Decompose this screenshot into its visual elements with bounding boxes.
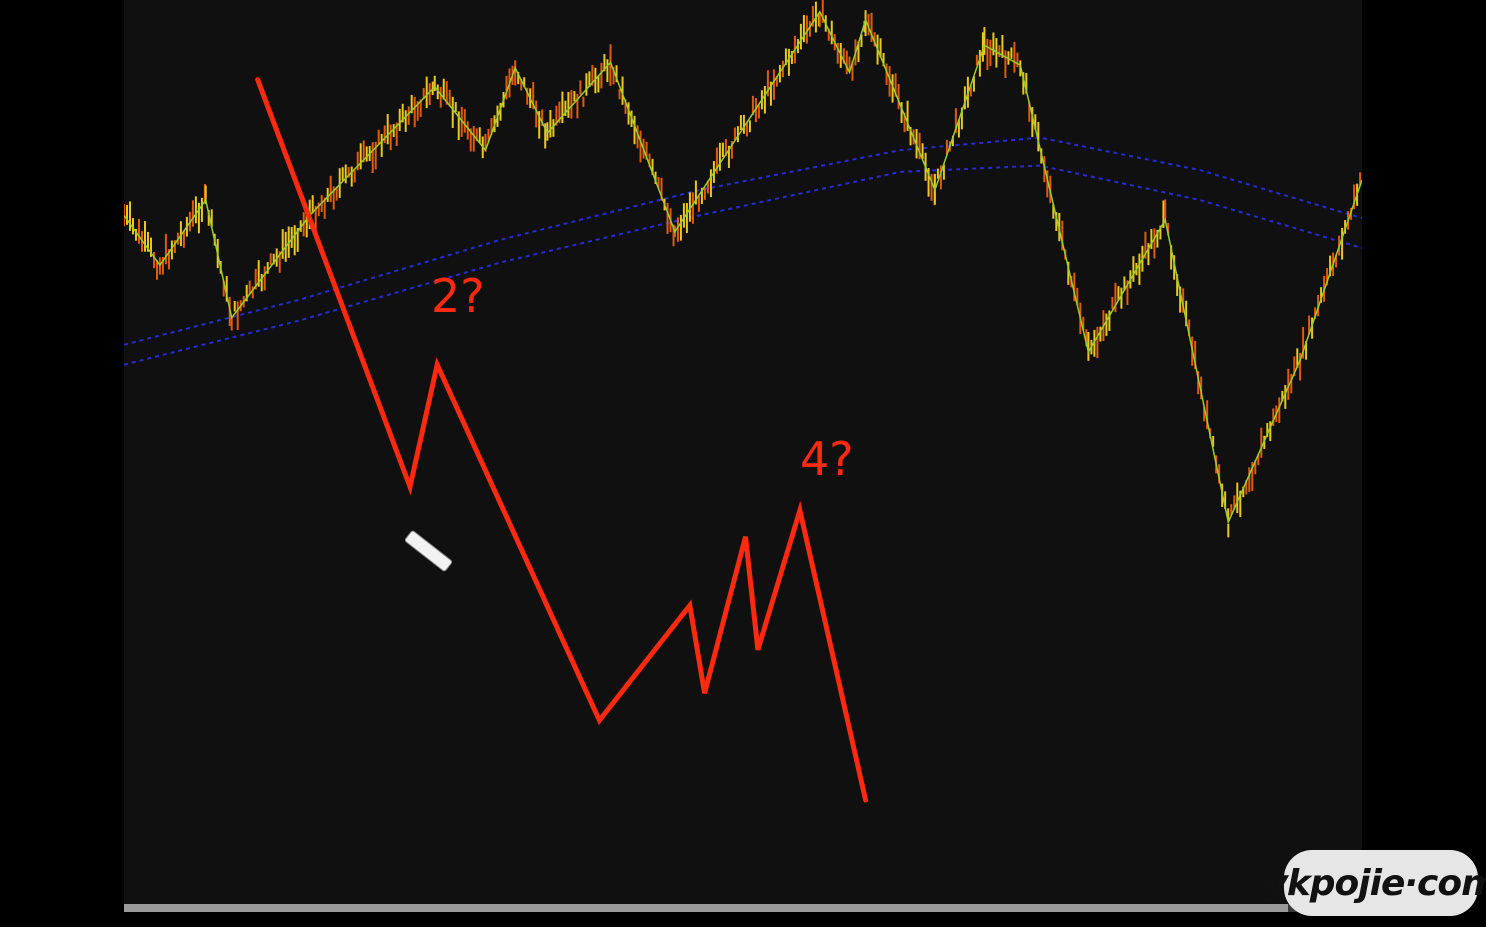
moving-average-upper-line [123, 136, 1363, 346]
annotation-label-4: 4? [799, 432, 854, 487]
price-chart [123, 0, 1363, 905]
annotation-wave-line [255, 77, 869, 803]
video-progress-bar[interactable] [124, 904, 1362, 912]
video-progress-fill [124, 904, 1288, 912]
watermark-logo: ykpojie·com [1264, 850, 1486, 916]
moving-average-lower-line [123, 164, 1363, 366]
chart-canvas [123, 0, 1363, 803]
annotation-label-2: 2? [431, 269, 485, 324]
zigzag-line [123, 10, 1363, 525]
